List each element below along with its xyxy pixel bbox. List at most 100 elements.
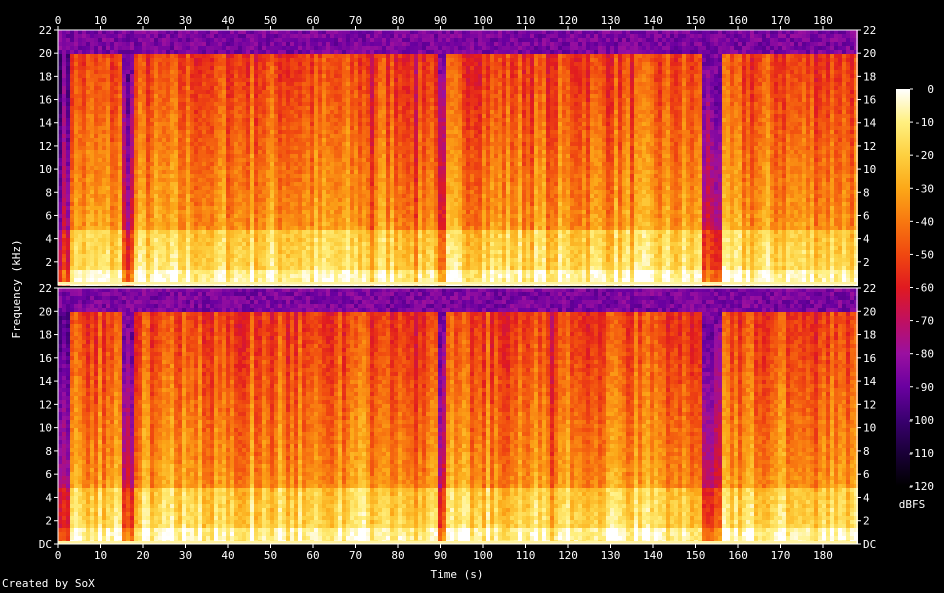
x-tick-label-bottom: 60 bbox=[306, 549, 319, 562]
y-tick-label-right: 18 bbox=[863, 70, 876, 83]
y-tick-label-left: 10 bbox=[39, 422, 52, 435]
x-tick-label-bottom: 40 bbox=[221, 549, 234, 562]
x-tick-label-top: 90 bbox=[434, 14, 447, 27]
x-tick-label-bottom: 150 bbox=[686, 549, 706, 562]
x-tick-label-top: 130 bbox=[601, 14, 621, 27]
y-tick-label-right: 12 bbox=[863, 398, 876, 411]
colorbar: 0 -10 -20 -30 -40 -50 -60 -70 -80 -90 -100 -110 -120 bbox=[896, 83, 934, 493]
x-tick-label-bottom: 70 bbox=[349, 549, 362, 562]
y-tick-label-left: 14 bbox=[39, 117, 53, 130]
y-tick-label-left: 10 bbox=[39, 163, 52, 176]
y-tick-label-right: 2 bbox=[863, 256, 870, 269]
colorbar-tick-label: -100 bbox=[908, 414, 935, 427]
x-tick-label-top: 80 bbox=[391, 14, 404, 27]
y-tick-label-right: 20 bbox=[863, 47, 876, 60]
x-tick-label-top: 30 bbox=[179, 14, 192, 27]
colorbar-tick-label: -10 bbox=[914, 116, 934, 129]
x-tick-label-top: 180 bbox=[813, 14, 833, 27]
x-tick-label-bottom: 110 bbox=[516, 549, 536, 562]
y-tick-label-right: 6 bbox=[863, 209, 870, 222]
y-tick-label-right: 16 bbox=[863, 94, 876, 107]
colorbar-tick-label: -40 bbox=[914, 215, 934, 228]
y-tick-label-right: 14 bbox=[863, 375, 877, 388]
y-tick-label-right: 12 bbox=[863, 140, 876, 153]
y-tick-label-right: 2 bbox=[863, 515, 870, 528]
credit-text: Created by SoX bbox=[2, 577, 95, 590]
colorbar-tick-label: -70 bbox=[914, 315, 934, 328]
y-tick-label-right: 6 bbox=[863, 468, 870, 481]
y-tick-label-right: 10 bbox=[863, 422, 876, 435]
x-tick-label-top: 40 bbox=[221, 14, 234, 27]
x-tick-label-top: 150 bbox=[686, 14, 706, 27]
colorbar-tick-label: -20 bbox=[914, 149, 934, 162]
x-tick-label-top: 70 bbox=[349, 14, 362, 27]
y-tick-label-left: 16 bbox=[39, 94, 52, 107]
colorbar-tick-label: -120 bbox=[908, 480, 935, 493]
colorbar-label: dBFS bbox=[899, 498, 926, 511]
x-tick-label-top: 60 bbox=[306, 14, 319, 27]
colorbar-tick-label: -30 bbox=[914, 182, 934, 195]
y-tick-label-left: 20 bbox=[39, 47, 52, 60]
x-tick-label-top: 20 bbox=[136, 14, 149, 27]
y-tick-label-left: 2 bbox=[45, 515, 52, 528]
x-tick-label-top: 140 bbox=[643, 14, 663, 27]
x-tick-label-bottom: 80 bbox=[391, 549, 404, 562]
colorbar-tick-label: -50 bbox=[914, 248, 934, 261]
x-tick-label-bottom: 130 bbox=[601, 549, 621, 562]
y-tick-label-right: 16 bbox=[863, 352, 876, 365]
x-tick-label-bottom: 120 bbox=[558, 549, 578, 562]
x-tick-label-top: 160 bbox=[728, 14, 748, 27]
y-tick-label-right: 22 bbox=[863, 282, 876, 295]
x-tick-label-bottom: 50 bbox=[264, 549, 277, 562]
y-tick-label-left: 14 bbox=[39, 375, 53, 388]
y-tick-label-right: 4 bbox=[863, 491, 870, 504]
y-tick-label-right: 4 bbox=[863, 233, 870, 246]
y-tick-label-left: 20 bbox=[39, 305, 52, 318]
x-axis-label: Time (s) bbox=[431, 568, 484, 581]
x-tick-label-top: 50 bbox=[264, 14, 277, 27]
y-tick-label-left: 12 bbox=[39, 140, 52, 153]
y-tick-label-right: 20 bbox=[863, 305, 876, 318]
y-tick-label-right: 14 bbox=[863, 117, 877, 130]
colorbar-tick-label: 0 bbox=[927, 83, 934, 96]
x-tick-label-bottom: 180 bbox=[813, 549, 833, 562]
y-tick-label-right: 18 bbox=[863, 329, 876, 342]
x-tick-label-top: 10 bbox=[94, 14, 107, 27]
y-tick-label-left: 22 bbox=[39, 24, 52, 37]
y-tick-label-left: 12 bbox=[39, 398, 52, 411]
y-tick-label-left: 18 bbox=[39, 70, 52, 83]
y-tick-label-right: 22 bbox=[863, 24, 876, 37]
y-tick-label-left: 6 bbox=[45, 209, 52, 222]
colorbar-tick-label: -60 bbox=[914, 282, 934, 295]
colorbar-tick-label: -90 bbox=[914, 381, 934, 394]
y-tick-label-left: 22 bbox=[39, 282, 52, 295]
y-tick-label-left: 8 bbox=[45, 186, 52, 199]
y-tick-label-right: DC bbox=[863, 538, 876, 551]
y-tick-label-right: 10 bbox=[863, 163, 876, 176]
x-tick-label-top: 120 bbox=[558, 14, 578, 27]
y-tick-label-left: DC bbox=[39, 538, 52, 551]
channel-2-plot bbox=[58, 288, 858, 544]
x-tick-label-bottom: 30 bbox=[179, 549, 192, 562]
colorbar-tick-label: -80 bbox=[914, 348, 934, 361]
x-tick-label-bottom: 90 bbox=[434, 549, 447, 562]
x-tick-label-bottom: 140 bbox=[643, 549, 663, 562]
y-tick-label-left: 6 bbox=[45, 468, 52, 481]
x-tick-label-bottom: 20 bbox=[136, 549, 149, 562]
y-tick-label-left: 18 bbox=[39, 329, 52, 342]
y-tick-label-left: 4 bbox=[45, 233, 52, 246]
x-tick-label-top: 0 bbox=[55, 14, 62, 27]
x-tick-label-top: 170 bbox=[771, 14, 791, 27]
x-tick-label-bottom: 170 bbox=[771, 549, 791, 562]
x-tick-label-bottom: 100 bbox=[473, 549, 493, 562]
x-tick-label-top: 100 bbox=[473, 14, 493, 27]
x-tick-label-bottom: 160 bbox=[728, 549, 748, 562]
x-tick-label-bottom: 10 bbox=[94, 549, 107, 562]
y-tick-label-left: 4 bbox=[45, 491, 52, 504]
y-tick-label-right: 8 bbox=[863, 186, 870, 199]
x-tick-label-bottom: 0 bbox=[55, 549, 62, 562]
y-tick-label-right: 8 bbox=[863, 445, 870, 458]
x-tick-label-top: 110 bbox=[516, 14, 536, 27]
colorbar-tick-label: -110 bbox=[908, 447, 935, 460]
